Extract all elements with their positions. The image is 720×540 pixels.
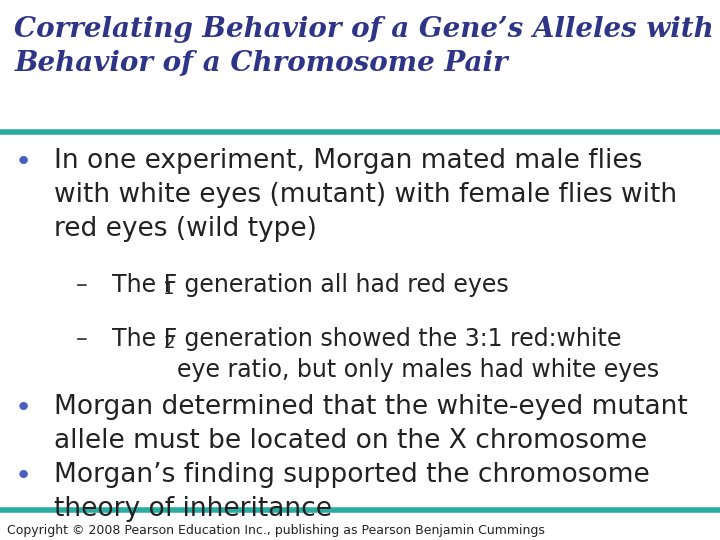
Text: generation all had red eyes: generation all had red eyes xyxy=(177,273,509,296)
Text: 1: 1 xyxy=(163,280,175,298)
Text: Morgan determined that the white-eyed mutant
allele must be located on the X chr: Morgan determined that the white-eyed mu… xyxy=(54,394,688,454)
Text: •: • xyxy=(14,148,32,177)
Text: Copyright © 2008 Pearson Education Inc., publishing as Pearson Benjamin Cummings: Copyright © 2008 Pearson Education Inc.,… xyxy=(7,524,545,537)
Text: The F: The F xyxy=(112,327,177,350)
Text: –: – xyxy=(76,327,87,350)
Text: The F: The F xyxy=(112,273,177,296)
Text: generation showed the 3:1 red:white
eye ratio, but only males had white eyes: generation showed the 3:1 red:white eye … xyxy=(177,327,660,382)
Text: •: • xyxy=(14,394,32,422)
Text: •: • xyxy=(14,462,32,490)
Text: –: – xyxy=(76,273,87,296)
Text: Correlating Behavior of a Gene’s Alleles with
Behavior of a Chromosome Pair: Correlating Behavior of a Gene’s Alleles… xyxy=(14,16,714,77)
Text: 2: 2 xyxy=(163,334,175,352)
Text: Morgan’s finding supported the chromosome
theory of inheritance: Morgan’s finding supported the chromosom… xyxy=(54,462,649,522)
Text: In one experiment, Morgan mated male flies
with white eyes (mutant) with female : In one experiment, Morgan mated male fli… xyxy=(54,148,677,242)
